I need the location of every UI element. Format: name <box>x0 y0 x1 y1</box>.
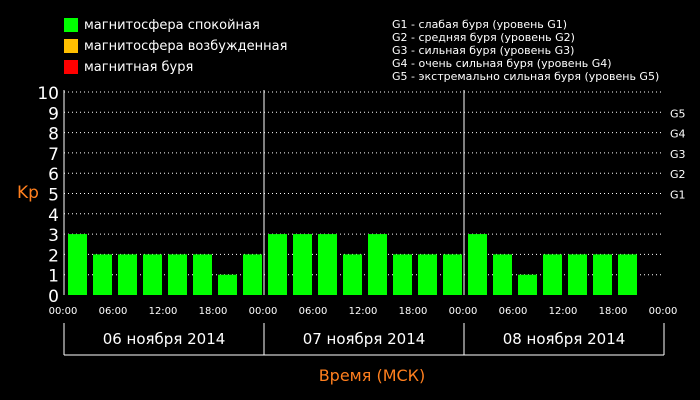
x-tick-label: 00:00 <box>49 306 78 317</box>
x-tick-label: 12:00 <box>349 306 378 317</box>
g-level-label: G2 <box>670 168 686 181</box>
kp-bar <box>193 254 212 295</box>
y-axis-label: Kp <box>17 183 39 203</box>
kp-bar <box>368 234 387 295</box>
x-tick-label: 06:00 <box>99 306 128 317</box>
kp-bar <box>118 254 137 295</box>
y-tick-label: 0 <box>48 287 59 307</box>
legend-item: магнитосфера спокойная <box>64 17 260 33</box>
x-tick-label: 12:00 <box>549 306 578 317</box>
x-tick-label: 06:00 <box>499 306 528 317</box>
legend-swatch <box>64 39 78 53</box>
y-tick-label: 9 <box>48 104 59 124</box>
g-level-label: G3 <box>670 148 686 161</box>
kp-bar <box>393 254 412 295</box>
x-tick-label: 00:00 <box>649 306 678 317</box>
kp-bar <box>293 234 312 295</box>
x-axis-label: Время (МСК) <box>319 366 426 385</box>
kp-bar <box>318 234 337 295</box>
kp-bar <box>618 254 637 295</box>
kp-bar <box>593 254 612 295</box>
storm-level-legend-item: G1 - слабая буря (уровень G1) <box>392 18 568 31</box>
kp-bar <box>468 234 487 295</box>
storm-level-legend-item: G2 - средняя буря (уровень G2) <box>392 31 575 44</box>
kp-bar <box>68 234 87 295</box>
x-tick-label: 18:00 <box>199 306 228 317</box>
kp-bar <box>568 254 587 295</box>
kp-bar <box>168 254 187 295</box>
y-tick-label: 4 <box>48 206 59 226</box>
legend-item: магнитная буря <box>64 59 193 75</box>
y-tick-label: 8 <box>48 125 59 145</box>
x-tick-label: 18:00 <box>599 306 628 317</box>
g-level-label: G1 <box>670 189 686 202</box>
kp-bar <box>493 254 512 295</box>
storm-level-legend-item: G4 - очень сильная буря (уровень G4) <box>392 57 612 70</box>
kp-bar <box>243 254 262 295</box>
legend-item: магнитосфера возбужденная <box>64 38 287 54</box>
kp-bar <box>343 254 362 295</box>
kp-bar <box>518 274 537 295</box>
y-tick-label: 5 <box>48 186 59 206</box>
y-tick-label: 7 <box>48 145 59 165</box>
g-level-label: G4 <box>670 128 686 141</box>
kp-bar <box>268 234 287 295</box>
y-tick-label: 10 <box>37 84 59 104</box>
day-label: 07 ноября 2014 <box>303 330 426 348</box>
x-tick-label: 00:00 <box>249 306 278 317</box>
kp-bar <box>418 254 437 295</box>
kp-bar <box>143 254 162 295</box>
storm-level-legend-item: G3 - сильная буря (уровень G3) <box>392 44 575 57</box>
g-level-label: G5 <box>670 107 686 120</box>
kp-bar <box>443 254 462 295</box>
day-label: 08 ноября 2014 <box>503 330 626 348</box>
legend-swatch <box>64 60 78 74</box>
legend-label: магнитная буря <box>84 59 194 75</box>
x-tick-label: 00:00 <box>449 306 478 317</box>
y-tick-label: 3 <box>48 226 59 246</box>
x-tick-label: 12:00 <box>149 306 178 317</box>
kp-bar <box>93 254 112 295</box>
legend-label: магнитосфера возбужденная <box>84 38 288 54</box>
x-tick-label: 06:00 <box>299 306 328 317</box>
x-tick-label: 18:00 <box>399 306 428 317</box>
kp-bar <box>543 254 562 295</box>
storm-level-legend-item: G5 - экстремально сильная буря (уровень … <box>392 70 660 83</box>
y-tick-label: 6 <box>48 165 59 185</box>
y-tick-label: 2 <box>48 246 59 266</box>
legend-swatch <box>64 18 78 32</box>
kp-bar <box>218 274 237 295</box>
legend-label: магнитосфера спокойная <box>84 17 260 33</box>
day-label: 06 ноября 2014 <box>103 330 226 348</box>
y-tick-label: 1 <box>48 267 59 287</box>
